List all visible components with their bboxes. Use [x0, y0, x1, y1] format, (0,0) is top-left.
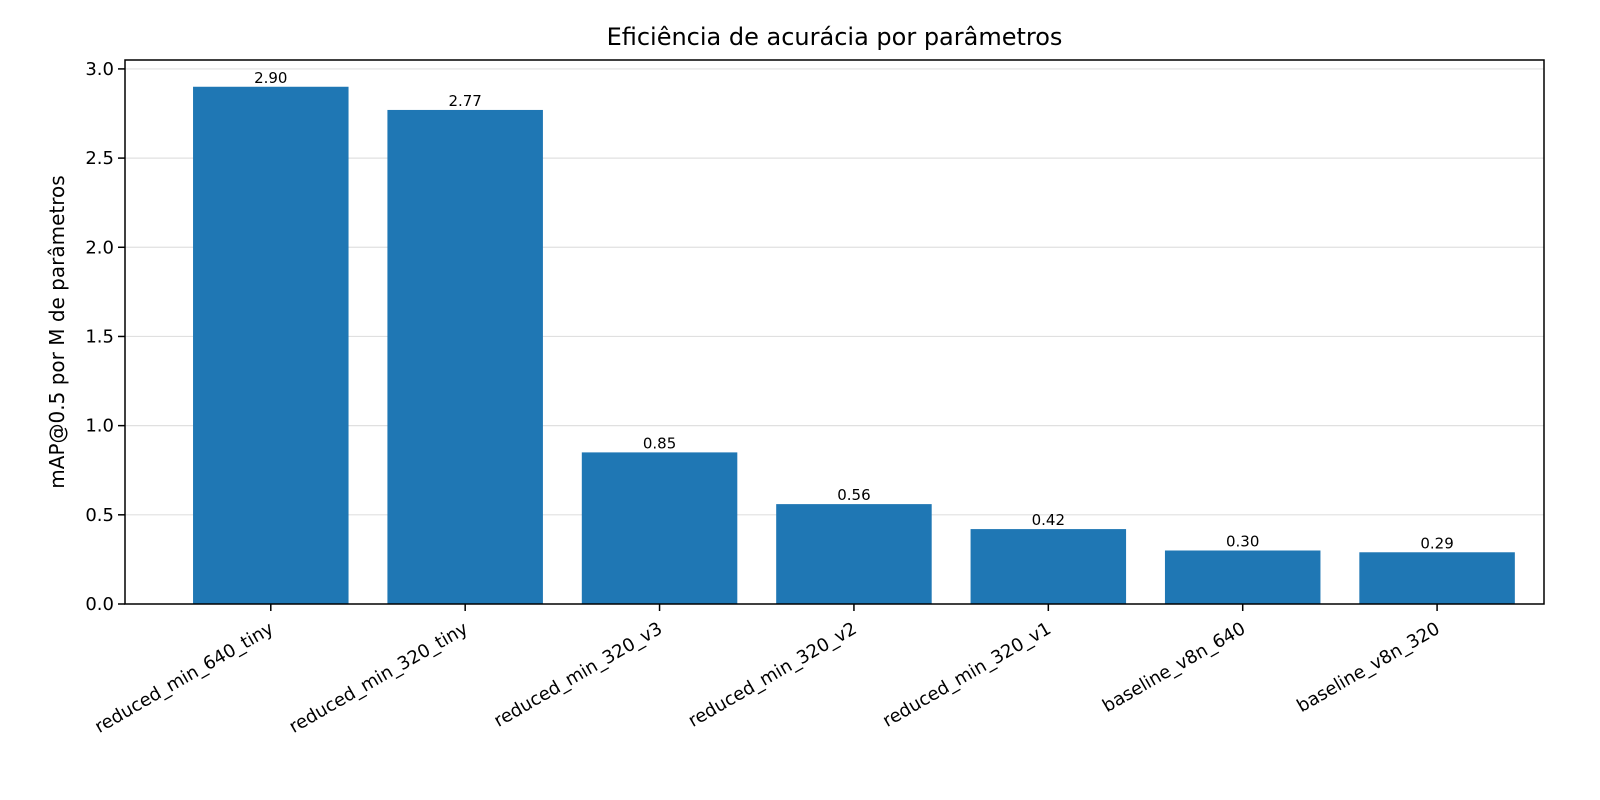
bar-value-labels: 2.90 2.77 0.85 0.56 0.42 0.30 0.29 — [254, 69, 1454, 553]
y-tick-label: 3.0 — [85, 59, 114, 80]
grid-lines — [125, 68, 1544, 516]
bar — [581, 452, 738, 604]
y-axis-ticks: 0.0 0.5 1.0 1.5 2.0 2.5 3.0 — [85, 59, 125, 615]
y-tick-label: 1.0 — [85, 416, 114, 437]
bar-value-label: 0.42 — [1032, 511, 1065, 529]
y-axis-label: mAP@0.5 por M de parâmetros — [45, 175, 69, 488]
bar — [387, 109, 543, 605]
bar — [776, 504, 932, 604]
bar — [970, 529, 1127, 604]
y-tick-label: 2.5 — [85, 148, 114, 169]
y-tick-label: 1.5 — [85, 326, 114, 347]
bars — [193, 86, 1515, 605]
bar-value-label: 0.56 — [837, 486, 870, 504]
bar-value-label: 0.85 — [643, 434, 676, 452]
y-tick-label: 2.0 — [85, 237, 114, 258]
y-tick-label: 0.5 — [85, 505, 114, 526]
y-tick-label: 0.0 — [85, 594, 114, 615]
bar — [193, 86, 349, 605]
bar-value-label: 0.30 — [1226, 532, 1259, 550]
plot-frame — [124, 59, 1545, 605]
bar-value-label: 2.90 — [254, 69, 287, 87]
chart-title: Eficiência de acurácia por parâmetros — [607, 23, 1063, 51]
bar — [1164, 550, 1321, 604]
bar-value-label: 2.77 — [448, 92, 481, 110]
bar-value-label: 0.29 — [1420, 534, 1453, 552]
bar — [1359, 552, 1515, 604]
